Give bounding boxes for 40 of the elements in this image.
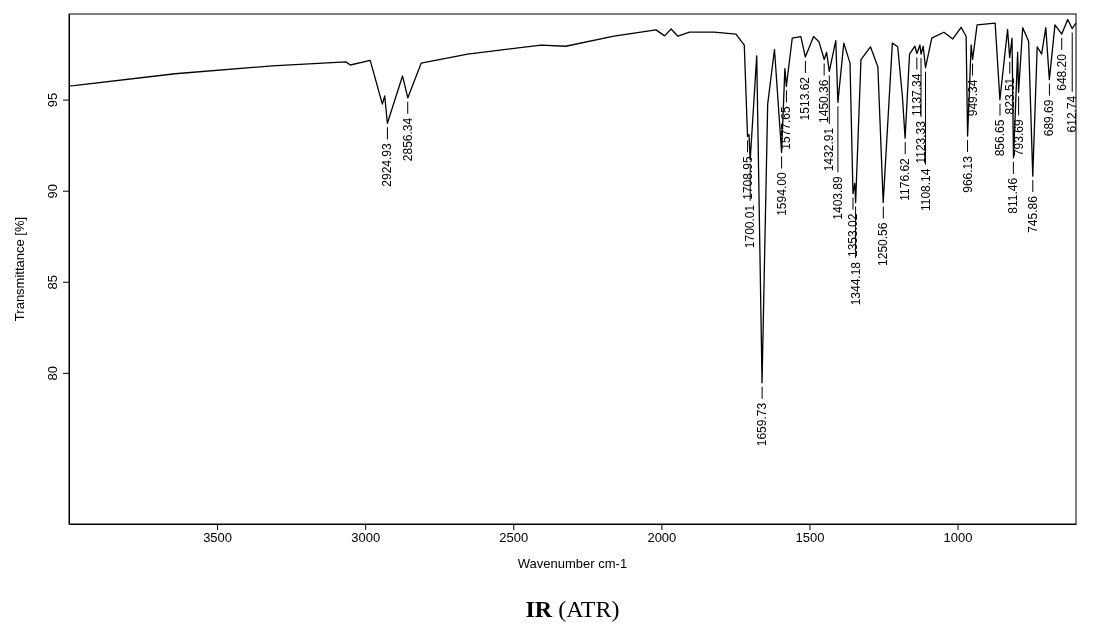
annotation: 1403.89 [830,176,845,220]
y-axis-title: Transmittance [%] [12,216,27,322]
x-tick-label: 2000 [647,530,677,546]
annotation: 1708.95 [740,156,755,200]
annotation: 1450.36 [817,79,832,123]
annotation: 2924.93 [380,142,395,187]
annotation: 823.51 [1002,77,1017,115]
annotation: 1577.65 [779,106,794,150]
y-tick-label: 85 [45,275,60,290]
text: IR (ATR) [525,596,620,622]
y-tick-label: 95 [45,92,60,108]
annotation: 612.74 [1065,95,1080,133]
annotation: 1123.33 [914,120,928,164]
annotation: 1700.01 [743,204,758,249]
x-axis-title: Wavenumber cm-1 [517,556,628,571]
annotation: 2856.34 [400,117,415,162]
annotation: 689.69 [1042,99,1057,137]
annotation: 745.86 [1025,195,1040,233]
y-tick-label: 80 [45,366,60,381]
annotation: 811.46 [1006,177,1021,214]
annotation: 1176.62 [898,157,913,201]
x-tick-label: 3500 [203,530,233,546]
annotation: 1250.56 [876,222,891,266]
annotation: 648.20 [1054,53,1069,91]
y-tick-label: 90 [45,183,60,199]
x-tick-label: 1000 [943,530,973,546]
annotation: 1659.73 [755,402,770,447]
annotation: 1344.18 [848,261,863,306]
x-tick-label: 1500 [795,530,825,546]
annotation: 1353.02 [845,213,860,257]
annotation: 1137.34 [909,73,924,117]
annotation: 966.13 [960,155,975,193]
x-tick-label: 3000 [351,530,381,546]
annotation: 856.65 [992,119,1007,157]
annotation: 1108.14 [918,168,933,212]
x-tick-label: 2500 [499,530,529,546]
annotation: 1513.62 [798,76,813,121]
annotation: 1594.00 [774,172,789,216]
annotation: 793.69 [1011,119,1026,157]
annotation: 1432.91 [822,127,837,172]
